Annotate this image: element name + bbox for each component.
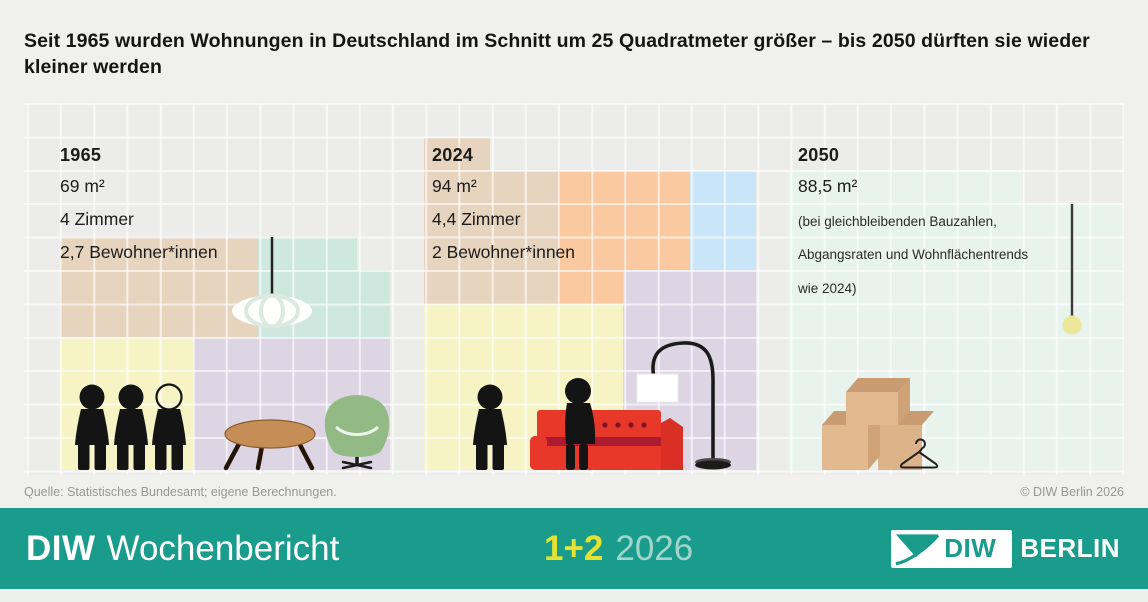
unit-grid-area xyxy=(24,103,1124,475)
block-2024-orange-ext xyxy=(557,270,623,304)
block-1965-mint-ext xyxy=(357,270,390,337)
issue-year: 2026 xyxy=(615,528,694,568)
panel-2024-rooms: 4,4 Zimmer xyxy=(432,209,521,229)
panel-2050-note-3: wie 2024) xyxy=(798,281,857,296)
footer-bottom-strip xyxy=(0,589,1148,602)
panel-2050-area: 88,5 m² xyxy=(798,176,858,196)
publication-title: DIW Wochenbericht xyxy=(26,508,339,589)
logo-diw-text: DIW xyxy=(944,533,997,563)
source-note: Quelle: Statistisches Bundesamt; eigene … xyxy=(24,485,337,499)
issue-label: 1+2 xyxy=(544,528,604,568)
copyright-note: © DIW Berlin 2026 xyxy=(1020,485,1124,499)
block-1965-mint xyxy=(258,237,357,337)
panel-2050-year: 2050 xyxy=(798,145,840,165)
issue-number: 1+2 2026 xyxy=(544,508,693,589)
diw-logo-box: DIW xyxy=(891,529,1013,568)
diw-berlin-logo: DIW BERLIN xyxy=(891,508,1120,589)
block-1965-yellow xyxy=(60,337,193,470)
block-1965-lavender xyxy=(193,337,390,470)
publication-title-light: Wochenbericht xyxy=(106,528,340,568)
page-title: Seit 1965 wurden Wohnungen in Deutschlan… xyxy=(24,30,1090,78)
block-2024-lavender xyxy=(623,270,756,470)
panel-1965-rooms: 4 Zimmer xyxy=(60,209,134,229)
panel-2050-note-1: (bei gleichbleibenden Bauzahlen, xyxy=(798,214,997,229)
logo-berlin-text: BERLIN xyxy=(1020,533,1120,563)
block-2024-yellow xyxy=(424,304,623,470)
footer-band: DIW Wochenbericht 1+2 2026 DIW BERLIN xyxy=(0,508,1148,589)
panel-1965-area: 69 m² xyxy=(60,176,105,196)
panel-2050-note-2: Abgangsraten und Wohnflächentrends xyxy=(798,247,1029,262)
panel-2024-occupants: 2 Bewohner*innen xyxy=(432,242,576,262)
publication-title-bold: DIW xyxy=(26,528,96,568)
block-2024-orange xyxy=(557,171,690,270)
panel-1965-year: 1965 xyxy=(60,145,102,165)
panel-1965-occupants: 2,7 Bewohner*innen xyxy=(60,242,218,262)
panel-2024-area: 94 m² xyxy=(432,176,477,196)
block-2050-main xyxy=(788,203,1122,470)
panel-2024-year: 2024 xyxy=(432,145,474,165)
block-2024-blue xyxy=(690,171,756,270)
diw-logo-icon xyxy=(895,533,940,565)
